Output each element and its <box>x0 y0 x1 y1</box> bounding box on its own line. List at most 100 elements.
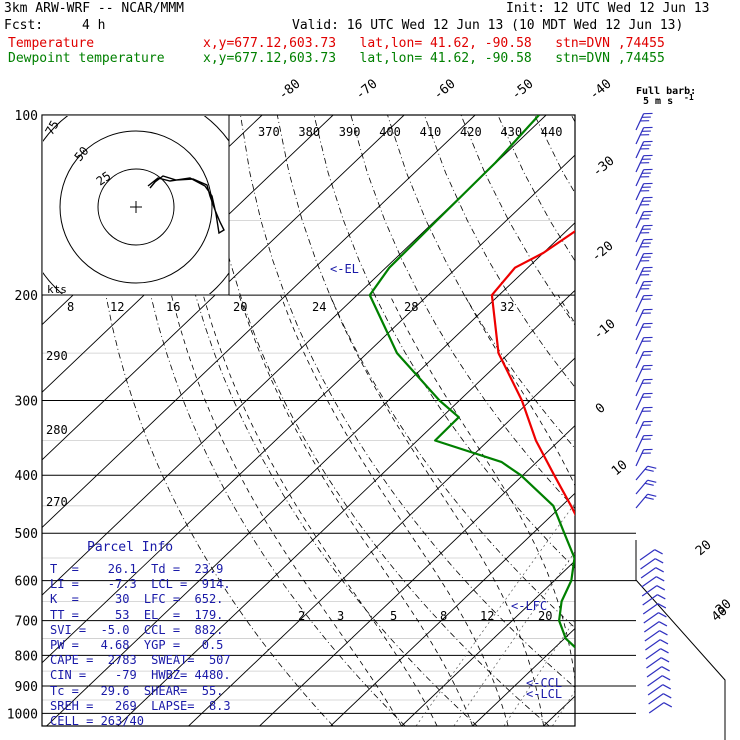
barb-staff <box>635 309 645 327</box>
barb-staff <box>640 567 657 579</box>
barb-staff <box>641 585 658 597</box>
mixing-ratio-8 <box>552 690 575 726</box>
barb-flag <box>643 126 653 129</box>
barb-flag <box>641 354 651 356</box>
barb-flag <box>643 308 653 311</box>
barb-flag <box>644 496 654 500</box>
wind-barb-12 <box>635 280 653 299</box>
mid-ratio-label-24: 24 <box>312 300 326 314</box>
wind-barb-16 <box>635 336 653 355</box>
isotherm--30 <box>259 424 575 726</box>
barb-flag <box>640 162 650 164</box>
barb-flag <box>641 424 651 426</box>
wind-barb-11 <box>635 266 653 285</box>
mid-ratio-label-8: 8 <box>67 300 74 314</box>
theta-label-280: 280 <box>46 423 68 437</box>
barb-flag <box>640 218 650 220</box>
parcel-info-row: SVI = -5.0 CCL = 882. <box>50 622 224 637</box>
wind-barb-32 <box>641 585 666 597</box>
wind-barb-22 <box>635 420 653 439</box>
barb-staff <box>635 479 649 495</box>
wind-barb-21 <box>635 406 653 425</box>
low-ratio-label-20: 20 <box>538 609 552 623</box>
barb-flag <box>643 434 653 437</box>
barb-flag <box>641 284 651 286</box>
dry-adiabat-420 <box>718 115 740 726</box>
barb-staff <box>635 183 645 201</box>
barb-flag <box>644 482 654 486</box>
wind-barb-25 <box>635 465 657 481</box>
wind-barb-34 <box>642 603 667 615</box>
moist-adiabat-10 <box>329 294 544 726</box>
theta-label-290: 290 <box>46 349 68 363</box>
wind-barb-8 <box>635 224 653 243</box>
parcel-info-row: K = 30 LFC = 652. <box>50 592 224 607</box>
barb-flag <box>643 406 653 409</box>
wind-barb-38 <box>645 639 669 651</box>
dry-adiabat-260 <box>129 115 406 726</box>
wind-barb-39 <box>645 648 669 660</box>
hodo-ring-label-25: 25 <box>94 169 114 189</box>
parcel-info-row: CAPE = 2783 SWEAT= 507 <box>50 653 231 668</box>
mixing-ratio-5 <box>503 619 575 726</box>
isotherm-label--50: -50 <box>509 76 537 103</box>
pressure-label-900: 900 <box>15 680 38 695</box>
level-annotations: <-EL <-LFC <-CCL<-LCL <box>330 262 562 701</box>
wind-barb-20 <box>635 392 653 411</box>
barb-staff <box>643 612 659 624</box>
barb-flag <box>658 612 667 618</box>
barb-flag <box>641 130 651 132</box>
moist-adiabat-5 <box>280 294 509 726</box>
hodograph-trace <box>147 175 225 235</box>
barb-flag <box>641 116 651 118</box>
theta-label-400: 400 <box>379 125 401 139</box>
barb-staff <box>642 603 659 615</box>
init-time: Init: 12 UTC Wed 12 Jun 13 <box>506 1 710 16</box>
moist-adiabat-0 <box>238 294 473 726</box>
mid-ratio-label-32: 32 <box>500 300 514 314</box>
barb-flag <box>660 648 669 654</box>
barb-flag <box>655 567 664 573</box>
moist-adiabat--10 <box>171 294 402 726</box>
wind-barb-27 <box>635 493 657 509</box>
barb-staff <box>635 323 645 341</box>
isotherm--20 <box>330 492 575 726</box>
barb-staff <box>635 253 645 271</box>
barb-staff <box>635 337 645 355</box>
isotherm-30 <box>686 115 740 726</box>
barb-flag <box>663 693 672 699</box>
barb-flag <box>647 465 657 469</box>
barb-staff <box>635 225 645 243</box>
barb-staff <box>644 630 660 642</box>
barb-flag <box>662 684 671 690</box>
barb-legend-value: 5 m s <box>643 96 673 107</box>
wind-barb-33 <box>642 594 666 606</box>
barb-flag <box>641 242 651 244</box>
barb-staff <box>646 657 662 669</box>
barb-staff <box>635 393 645 411</box>
isotherm--10 <box>401 560 575 726</box>
theta-label-430: 430 <box>500 125 522 139</box>
barb-flag <box>641 214 651 216</box>
barb-flag <box>640 190 650 192</box>
barb-flag <box>641 396 651 398</box>
isotherm-label--70: -70 <box>353 76 381 103</box>
wind-barb-37 <box>644 630 668 642</box>
wind-barb-28 <box>639 549 663 561</box>
pressure-label-400: 400 <box>15 469 38 484</box>
barb-flag <box>643 112 653 115</box>
barb-flag <box>659 630 668 636</box>
barb-flag <box>643 350 653 353</box>
barb-flag <box>643 336 653 339</box>
barb-flag <box>641 312 651 314</box>
barb-staff <box>635 493 649 509</box>
wind-barb-36 <box>643 621 668 633</box>
isotherm-label-0: 0 <box>593 401 609 418</box>
pressure-label-600: 600 <box>15 575 38 590</box>
dry-adiabat-270 <box>166 115 478 726</box>
barb-flag <box>641 270 651 272</box>
barb-flag <box>643 392 653 395</box>
barb-flag <box>643 448 653 451</box>
barb-flag <box>641 410 651 412</box>
lcl-marker: <-LCL <box>526 687 562 701</box>
